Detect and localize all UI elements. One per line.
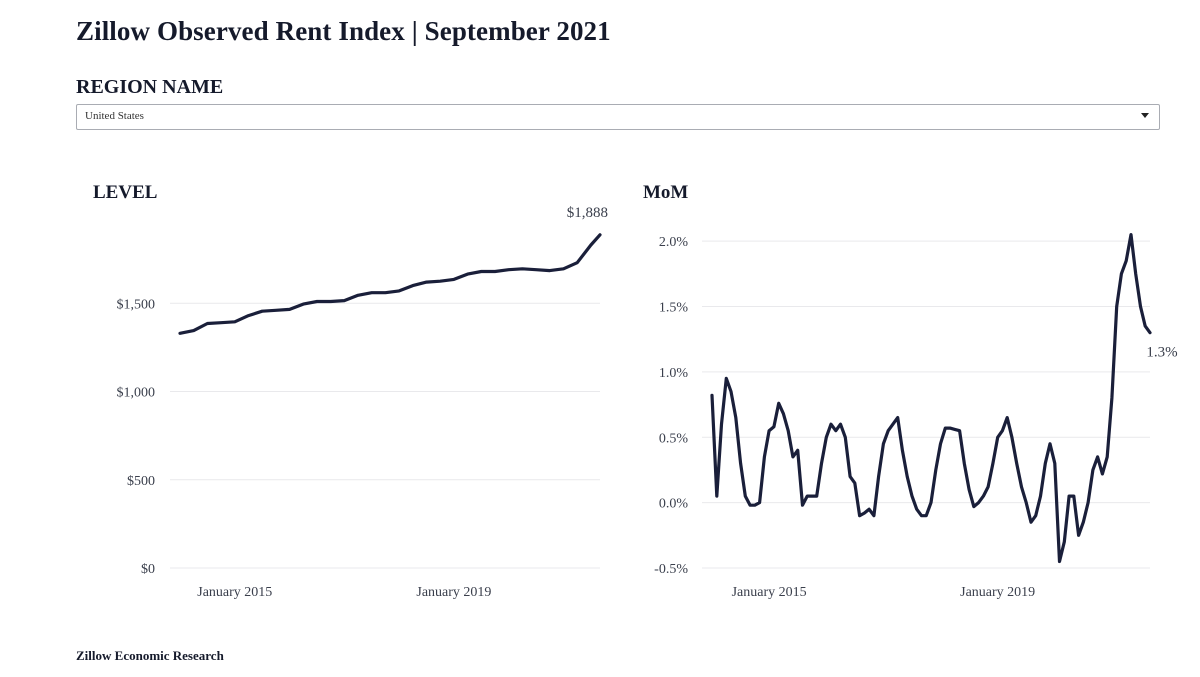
- series-line: [178, 233, 602, 335]
- y-tick-label: $500: [127, 474, 155, 489]
- end-value-label: 1.3%: [1146, 345, 1177, 361]
- series-line: [710, 233, 1152, 564]
- y-tick-label: 0.0%: [659, 497, 689, 512]
- region-select[interactable]: United States: [76, 104, 1160, 130]
- mom-chart-title: MoM: [643, 182, 689, 203]
- y-tick-label: $1,000: [117, 386, 156, 401]
- y-tick-label: $1,500: [117, 297, 156, 312]
- y-tick-label: $0: [141, 562, 155, 577]
- y-tick-label: 0.5%: [659, 431, 689, 446]
- end-value-label: $1,888: [567, 205, 608, 221]
- level-chart-title: LEVEL: [93, 182, 158, 203]
- y-tick-label: 2.0%: [659, 235, 689, 250]
- region-name-label: REGION NAME: [76, 76, 224, 98]
- footer-credit: Zillow Economic Research: [76, 648, 224, 663]
- x-tick-label: January 2019: [416, 585, 491, 600]
- x-tick-label: January 2015: [197, 585, 272, 600]
- region-select-value: United States: [85, 110, 144, 122]
- y-tick-label: 1.5%: [659, 301, 689, 316]
- x-tick-label: January 2019: [960, 585, 1035, 600]
- y-tick-label: -0.5%: [654, 562, 688, 577]
- page-title: Zillow Observed Rent Index | September 2…: [76, 16, 611, 46]
- y-tick-label: 1.0%: [659, 366, 689, 381]
- chevron-down-icon: [1141, 113, 1149, 118]
- x-tick-label: January 2015: [732, 585, 807, 600]
